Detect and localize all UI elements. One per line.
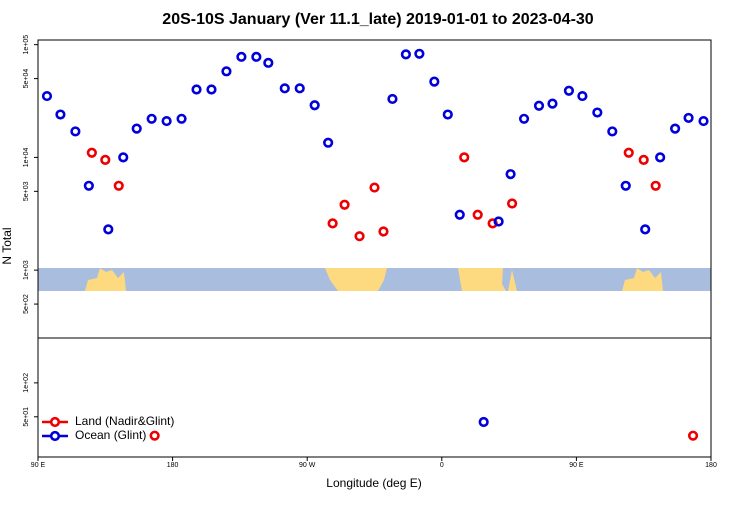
- point: [354, 231, 365, 242]
- point: [442, 109, 453, 120]
- y-tick-label: 1e+05: [23, 35, 30, 55]
- point: [472, 209, 483, 220]
- point: [547, 98, 558, 109]
- point: [577, 90, 588, 102]
- x-tick-label: 90 W: [299, 462, 316, 469]
- point: [161, 115, 172, 127]
- point: [149, 430, 160, 441]
- y-axis-label: N Total: [0, 227, 14, 264]
- point: [70, 126, 81, 137]
- point: [429, 76, 440, 87]
- y-tick-label: 1e+04: [23, 147, 30, 167]
- point: [41, 90, 53, 102]
- y-tick-label: 5e+01: [23, 407, 30, 427]
- point: [221, 66, 232, 77]
- y-tick-label: 5e+03: [23, 181, 30, 201]
- legend-label: Land (Nadir&Glint): [75, 414, 174, 428]
- point: [638, 154, 649, 166]
- point: [400, 49, 412, 60]
- legend-marker: [49, 430, 61, 442]
- plot-frame: [37, 39, 712, 458]
- point: [339, 199, 350, 210]
- x-tick-label: 90 E: [569, 462, 584, 469]
- legend-marker: [49, 416, 61, 428]
- point: [687, 430, 699, 441]
- point: [113, 180, 124, 191]
- x-tick-label: 180: [705, 462, 717, 469]
- point: [191, 84, 202, 95]
- point: [55, 109, 66, 120]
- point: [493, 216, 504, 227]
- point: [506, 198, 518, 209]
- point: [650, 180, 661, 191]
- point: [279, 83, 290, 94]
- chart-title: 20S-10S January (Ver 11.1_late) 2019-01-…: [162, 11, 593, 28]
- point: [698, 115, 709, 127]
- y-tick-label: 5e+04: [23, 69, 30, 89]
- point: [414, 48, 425, 59]
- point: [103, 224, 114, 235]
- legend-label: Ocean (Glint): [75, 428, 146, 442]
- point: [454, 209, 465, 220]
- point: [459, 152, 470, 163]
- point: [505, 169, 516, 180]
- point: [146, 113, 157, 124]
- point: [294, 83, 305, 94]
- point: [206, 84, 217, 95]
- point: [86, 147, 97, 158]
- point: [655, 152, 666, 163]
- point: [118, 152, 129, 163]
- y-tick-label: 5e+02: [23, 294, 30, 314]
- point: [607, 126, 618, 137]
- point: [640, 224, 651, 235]
- point: [670, 123, 681, 134]
- point: [236, 51, 247, 62]
- y-tick-label: 1e+03: [23, 260, 30, 280]
- point: [620, 180, 631, 191]
- point: [131, 123, 142, 134]
- point: [323, 137, 334, 148]
- point: [518, 113, 530, 124]
- point: [263, 57, 274, 68]
- point: [309, 100, 320, 111]
- point: [378, 226, 389, 237]
- map-strip: [38, 268, 711, 291]
- point: [100, 154, 111, 166]
- point: [251, 51, 262, 62]
- point: [683, 112, 694, 124]
- y-tick-label: 1e+02: [23, 373, 30, 393]
- point: [387, 93, 398, 105]
- point: [83, 180, 94, 191]
- point: [533, 100, 545, 111]
- x-axis-label: Longitude (deg E): [326, 476, 421, 490]
- point: [592, 107, 603, 118]
- point: [563, 85, 575, 96]
- point: [478, 416, 489, 428]
- point: [176, 113, 187, 124]
- point: [327, 218, 338, 229]
- x-tick-label: 0: [440, 462, 444, 469]
- point: [369, 182, 380, 193]
- x-tick-label: 180: [167, 462, 179, 469]
- x-tick-label: 90 E: [31, 462, 46, 469]
- point: [623, 147, 634, 158]
